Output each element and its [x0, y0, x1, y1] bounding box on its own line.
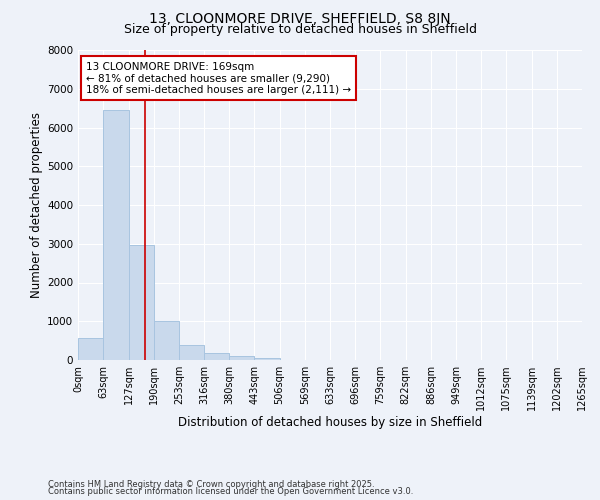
- Text: 13, CLOONMORE DRIVE, SHEFFIELD, S8 8JN: 13, CLOONMORE DRIVE, SHEFFIELD, S8 8JN: [149, 12, 451, 26]
- Text: Contains public sector information licensed under the Open Government Licence v3: Contains public sector information licen…: [48, 487, 413, 496]
- Text: Contains HM Land Registry data © Crown copyright and database right 2025.: Contains HM Land Registry data © Crown c…: [48, 480, 374, 489]
- Text: Size of property relative to detached houses in Sheffield: Size of property relative to detached ho…: [124, 22, 476, 36]
- Bar: [103, 110, 128, 360]
- Bar: [204, 353, 229, 360]
- Y-axis label: Number of detached properties: Number of detached properties: [30, 112, 43, 298]
- Bar: [78, 338, 103, 360]
- Bar: [254, 358, 280, 360]
- X-axis label: Distribution of detached houses by size in Sheffield: Distribution of detached houses by size …: [178, 416, 482, 429]
- Bar: [229, 356, 254, 360]
- Text: 13 CLOONMORE DRIVE: 169sqm
← 81% of detached houses are smaller (9,290)
18% of s: 13 CLOONMORE DRIVE: 169sqm ← 81% of deta…: [86, 62, 351, 95]
- Bar: [154, 322, 179, 360]
- Bar: [179, 346, 204, 360]
- Bar: [128, 244, 154, 360]
